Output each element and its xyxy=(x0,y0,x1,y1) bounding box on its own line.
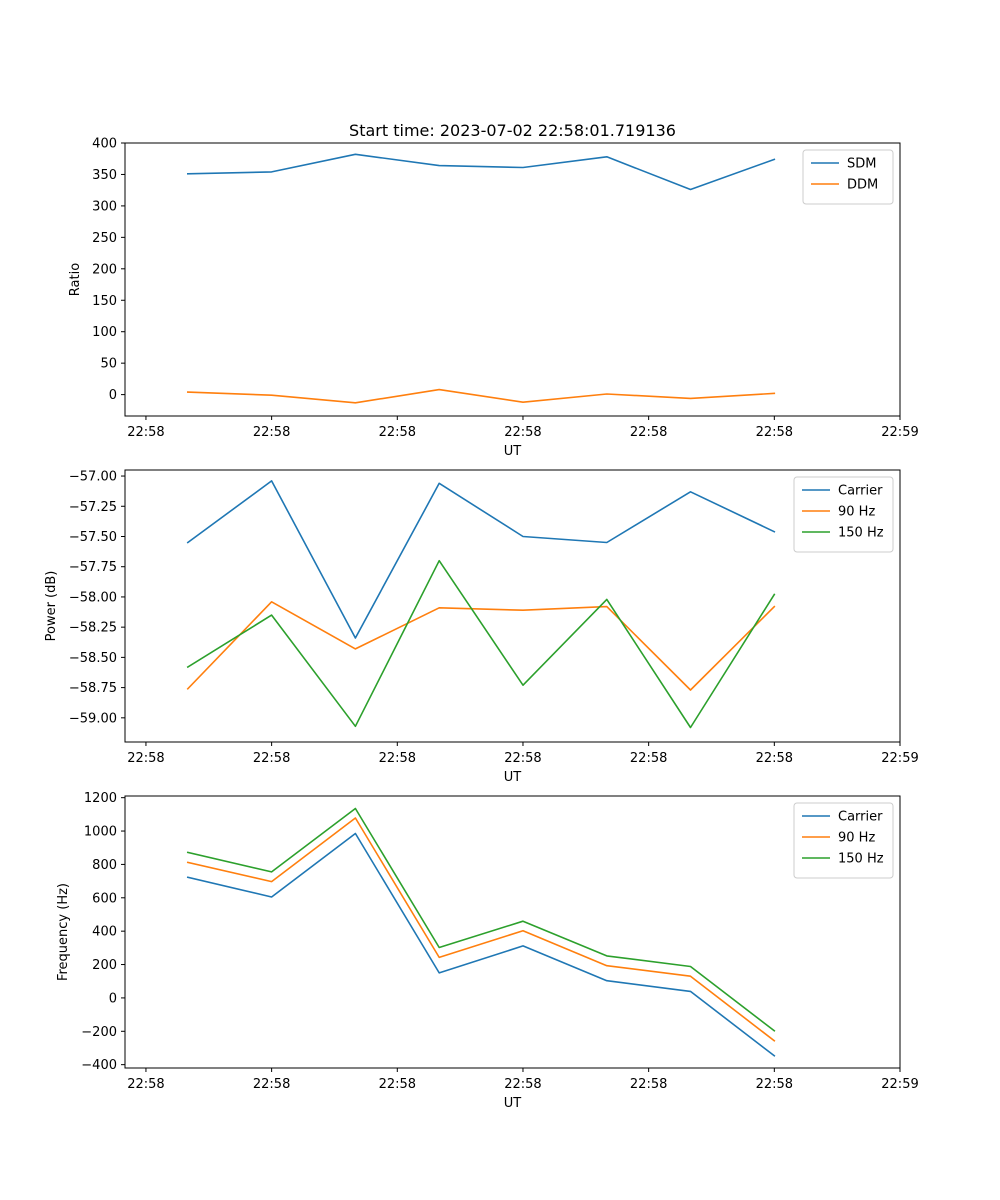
y-tick-label: 300 xyxy=(92,199,117,214)
y-tick-label: −400 xyxy=(81,1058,117,1073)
legend-label: 150 Hz xyxy=(838,526,884,541)
x-tick-label: 22:59 xyxy=(881,751,918,766)
legend: Carrier 90 Hz 150 Hz xyxy=(793,802,894,879)
series-line-carrier xyxy=(186,480,776,639)
x-tick-label: 22:58 xyxy=(127,751,164,766)
x-tick-label: 22:59 xyxy=(881,425,918,440)
x-tick-label: 22:58 xyxy=(756,751,793,766)
x-tick-label: 22:58 xyxy=(127,1077,164,1092)
legend-box xyxy=(793,476,894,553)
chart-title: Start time: 2023-07-02 22:58:01.719136 xyxy=(349,121,676,140)
x-tick-label: 22:58 xyxy=(630,751,667,766)
legend: SDM DDM xyxy=(802,149,894,205)
x-tick-label: 22:58 xyxy=(379,1077,416,1092)
y-tick-label: 200 xyxy=(92,958,117,973)
x-tick-label: 22:58 xyxy=(756,1077,793,1092)
plot-3: 22:58 22:58 22:58 22:58 22:58 22:58 22:59 −400 −… xyxy=(56,791,919,1111)
series-line-sdm xyxy=(186,153,776,191)
x-tick-label: 22:58 xyxy=(253,751,290,766)
x-tick-label: 22:59 xyxy=(881,1077,918,1092)
y-tick-label: −57.50 xyxy=(69,530,117,545)
x-tick-label: 22:58 xyxy=(504,1077,541,1092)
y-tick-label: 400 xyxy=(92,137,117,152)
y-tick-label: −57.00 xyxy=(69,470,117,485)
legend-box xyxy=(793,802,894,879)
legend-label: SDM xyxy=(847,157,876,172)
series-line-90-hz xyxy=(186,817,776,1042)
y-tick-label: −58.75 xyxy=(69,681,117,696)
plot-1: 22:58 22:58 22:58 22:58 22:58 22:58 22:59 0 50 10… xyxy=(68,121,919,459)
y-tick-label: −58.50 xyxy=(69,651,117,666)
x-tick-label: 22:58 xyxy=(253,425,290,440)
y-tick-label: 150 xyxy=(92,294,117,309)
y-axis-label: Ratio xyxy=(68,263,83,296)
x-tick-label: 22:58 xyxy=(253,1077,290,1092)
x-axis-label: UT xyxy=(504,770,522,785)
y-axis-label: Frequency (Hz) xyxy=(56,883,71,981)
legend-label: Carrier xyxy=(838,484,883,499)
y-tick-label: 1000 xyxy=(84,825,117,840)
axes-frame xyxy=(124,469,901,743)
x-tick-label: 22:58 xyxy=(504,425,541,440)
legend-label: 90 Hz xyxy=(838,505,875,520)
x-tick-label: 22:58 xyxy=(756,425,793,440)
axes-frame xyxy=(124,142,901,417)
series-line-carrier xyxy=(186,832,776,1057)
series-line-90-hz xyxy=(186,600,776,691)
y-tick-label: −58.25 xyxy=(69,621,117,636)
axes-frame xyxy=(124,795,901,1069)
series-line-150-hz xyxy=(186,807,776,1032)
y-axis-label: Power (dB) xyxy=(44,571,59,642)
y-tick-label: −200 xyxy=(81,1025,117,1040)
x-tick-label: 22:58 xyxy=(127,425,164,440)
y-tick-label: 350 xyxy=(92,168,117,183)
y-tick-label: 600 xyxy=(92,891,117,906)
x-axis-label: UT xyxy=(504,1096,522,1111)
legend-label: 150 Hz xyxy=(838,852,884,867)
y-tick-label: 200 xyxy=(92,262,117,277)
legend-label: 90 Hz xyxy=(838,831,875,846)
y-tick-label: 800 xyxy=(92,858,117,873)
y-tick-label: 0 xyxy=(109,991,117,1006)
series-line-150-hz xyxy=(186,559,776,729)
legend-label: Carrier xyxy=(838,810,883,825)
x-tick-label: 22:58 xyxy=(379,425,416,440)
x-tick-label: 22:58 xyxy=(630,425,667,440)
y-tick-label: −58.00 xyxy=(69,590,117,605)
legend-label: DDM xyxy=(847,178,878,193)
legend: Carrier 90 Hz 150 Hz xyxy=(793,476,894,553)
series-line-ddm xyxy=(186,388,776,404)
x-axis-label: UT xyxy=(504,444,522,459)
y-tick-label: −59.00 xyxy=(69,711,117,726)
x-tick-label: 22:58 xyxy=(504,751,541,766)
y-tick-label: −57.25 xyxy=(69,500,117,515)
y-tick-label: 400 xyxy=(92,925,117,940)
x-tick-label: 22:58 xyxy=(630,1077,667,1092)
y-tick-label: 100 xyxy=(92,325,117,340)
y-tick-label: −57.75 xyxy=(69,560,117,575)
y-tick-label: 0 xyxy=(109,388,117,403)
x-tick-label: 22:58 xyxy=(379,751,416,766)
plot-2: 22:58 22:58 22:58 22:58 22:58 22:58 22:59 −59.0… xyxy=(44,469,919,785)
y-tick-label: 50 xyxy=(100,357,117,372)
y-tick-label: 1200 xyxy=(84,791,117,806)
y-tick-label: 250 xyxy=(92,231,117,246)
